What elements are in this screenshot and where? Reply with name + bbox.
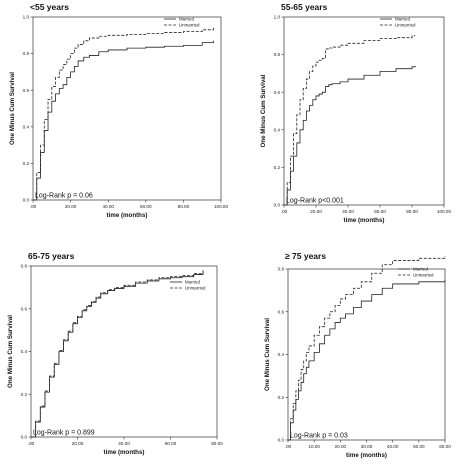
x-tick-label: .00: [30, 204, 37, 209]
y-tick-label: 0.4: [278, 352, 285, 357]
panel-title: 65-75 years: [28, 251, 75, 261]
y-tick-label: 0.6: [278, 309, 285, 314]
log-rank-annotation: Log-Rank p = 0.03: [290, 433, 348, 440]
y-axis-label: One Minus Cum Survival: [9, 72, 16, 145]
x-tick-label: 80.00: [178, 204, 190, 209]
y-tick-label: 0.0: [21, 435, 28, 440]
series-line-unmarried: [33, 27, 214, 201]
series-line-married: [288, 279, 446, 441]
x-tick-label: 30.00: [361, 444, 373, 449]
y-tick-label: 0.0: [23, 198, 30, 203]
y-axis-label: One Minus Cum Survival: [260, 74, 267, 147]
y-axis-label: One Minus Cum Survival: [7, 315, 14, 388]
panel-title: <55 years: [30, 2, 69, 12]
x-tick-label: 10.00: [308, 444, 320, 449]
legend-label-married: Married: [179, 17, 194, 22]
x-tick-label: 40.00: [387, 444, 399, 449]
y-tick-label: 0.6: [274, 90, 281, 95]
y-tick-label: 0.8: [274, 52, 281, 57]
x-tick-label: 20.00: [72, 441, 84, 446]
x-tick-label: 40.00: [118, 441, 130, 446]
x-tick-label: 100.00: [437, 209, 451, 214]
x-axis-label: time (months): [344, 217, 385, 224]
y-tick-label: 0.8: [21, 264, 28, 269]
chart-panel-4: ≥ 75 years .00 10.00 20.00 30.00 40.00 50.00 60…: [264, 251, 451, 459]
y-tick-label: 1.0: [23, 15, 30, 20]
x-axis-label: time (months): [346, 452, 387, 459]
log-rank-annotation: Log-Rank p<0.001: [286, 198, 344, 205]
log-rank-annotation: Log-Rank p = 0.899: [33, 430, 95, 437]
legend-label-unmarried: Unmarried: [179, 23, 200, 28]
x-axis-label: time (months): [107, 212, 148, 219]
x-tick-label: .00: [28, 441, 35, 446]
x-tick-label: 80.00: [211, 441, 223, 446]
x-axis-label: time (months): [104, 449, 145, 456]
y-tick-label: 1.0: [274, 15, 281, 20]
legend-label-unmarried: Unmarried: [413, 273, 434, 278]
legend-label-married: Married: [395, 17, 410, 22]
x-tick-label: 60.00: [165, 441, 177, 446]
x-tick-label: 100.00: [214, 204, 228, 209]
x-tick-label: 60.00: [140, 204, 152, 209]
y-tick-label: 0.8: [278, 267, 285, 272]
chart-panel-2: 55-65 years .00 20.00 40.00 60.00 80.00 100.00…: [260, 2, 451, 224]
y-tick-label: 0.0: [274, 203, 281, 208]
y-tick-label: 0.2: [21, 392, 28, 397]
x-tick-label: 20.00: [310, 209, 322, 214]
plot-frame: [283, 16, 445, 206]
y-tick-label: 0.2: [278, 395, 285, 400]
legend-label-married: Married: [413, 267, 428, 272]
x-tick-label: 60.00: [374, 209, 386, 214]
legend-label-married: Married: [185, 280, 200, 285]
y-tick-label: 0.8: [23, 51, 30, 56]
x-tick-label: 40.00: [102, 204, 114, 209]
x-tick-label: 40.00: [342, 209, 354, 214]
series-line-married: [284, 65, 416, 206]
x-tick-label: 20.00: [65, 204, 77, 209]
chart-panel-3: 65-75 years .00 20.00 40.00 60.00 80.00 0.0 0.2…: [7, 251, 223, 456]
plot-frame: [32, 16, 222, 201]
x-tick-label: 20.00: [335, 444, 347, 449]
y-tick-label: 0.2: [23, 161, 30, 166]
y-tick-label: 0.4: [21, 349, 28, 354]
y-axis-label: One Minus Cum Survival: [264, 318, 271, 391]
chart-panel-1: <55 years .00 20.00 40.00 60.00 80.00 100.00 0.…: [9, 2, 228, 219]
x-tick-label: 50.00: [413, 444, 425, 449]
log-rank-annotation: Log-Rank p = 0.06: [35, 193, 93, 200]
x-tick-label: .00: [281, 209, 288, 214]
x-tick-label: 60.00: [439, 444, 451, 449]
legend-label-unmarried: Unmarried: [395, 23, 416, 28]
plot-frame: [287, 268, 446, 441]
x-tick-label: 80.00: [406, 209, 418, 214]
x-tick-label: .00: [285, 444, 292, 449]
y-tick-label: 0.6: [21, 306, 28, 311]
series-line-married: [33, 40, 214, 201]
legend-label-unmarried: Unmarried: [185, 286, 206, 291]
series-line-unmarried: [31, 270, 204, 438]
y-tick-label: 0.2: [274, 165, 281, 170]
y-tick-label: 0.4: [274, 127, 281, 132]
y-tick-label: 0.0: [278, 438, 285, 443]
series-line-unmarried: [284, 35, 416, 206]
series-line-unmarried: [288, 256, 446, 441]
panel-title: 55-65 years: [281, 2, 328, 12]
y-tick-label: 0.6: [23, 88, 30, 93]
panel-title: ≥ 75 years: [285, 251, 326, 261]
y-tick-label: 0.4: [23, 124, 30, 129]
